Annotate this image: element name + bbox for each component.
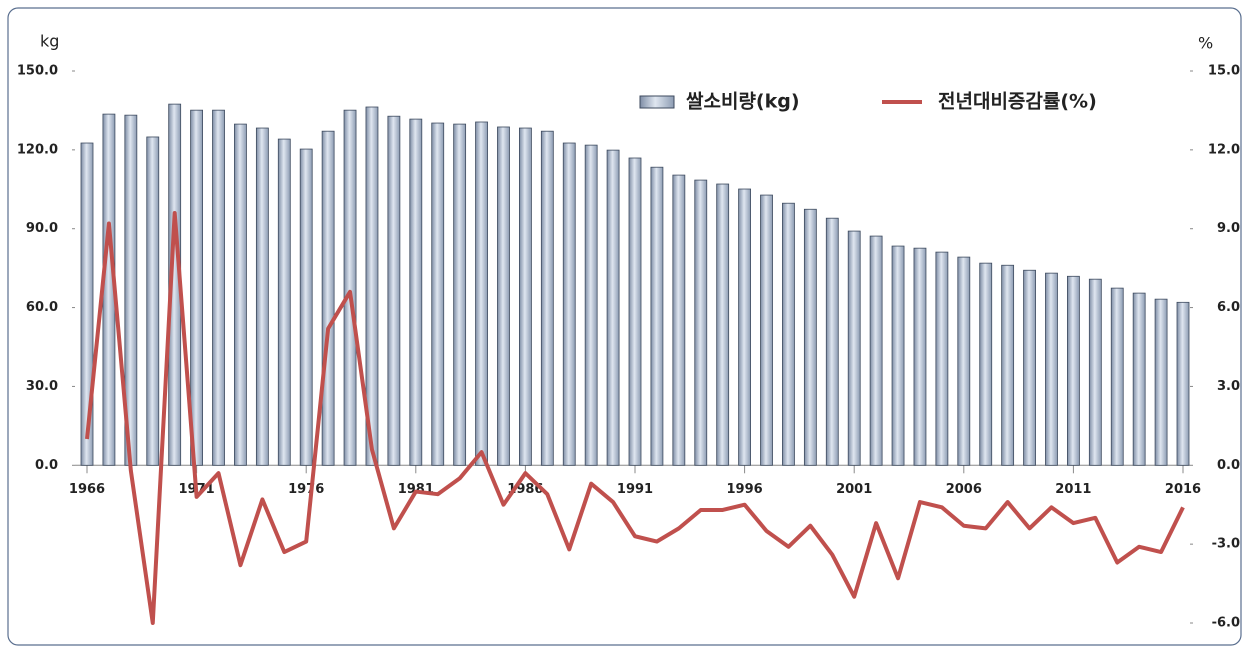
y2-tick-label: -6.0 (1212, 616, 1240, 631)
bar (628, 157, 642, 466)
y2-tick-label: 12.0 (1208, 142, 1240, 157)
y2-tick-label: -3.0 (1212, 537, 1240, 552)
bar (1001, 264, 1015, 466)
bar (409, 118, 423, 466)
legend-label: 쌀소비량(kg) (686, 91, 800, 113)
bar (847, 230, 861, 466)
bar (190, 109, 204, 466)
bar (738, 188, 751, 466)
legend-label: 전년대비증감률(%) (938, 91, 1097, 113)
bar (913, 247, 927, 466)
y2-tick-label: 6.0 (1217, 300, 1240, 315)
bar (1110, 287, 1124, 466)
bar (212, 109, 225, 466)
bar (299, 148, 313, 466)
bar (321, 130, 335, 466)
bar (234, 123, 247, 466)
x-tick-label: 2001 (836, 482, 872, 497)
bar (1088, 278, 1102, 466)
bar (650, 166, 664, 466)
bar (519, 127, 532, 466)
bar (891, 245, 905, 466)
bar (979, 262, 993, 466)
bar (935, 251, 949, 466)
bar (255, 127, 269, 466)
bar (475, 121, 488, 466)
bar (497, 126, 510, 466)
x-tick-label: 1976 (288, 482, 324, 497)
bar (782, 202, 795, 466)
bar (1132, 292, 1146, 466)
bar (80, 142, 94, 466)
bar (1176, 301, 1190, 466)
bar (606, 149, 620, 466)
bar (584, 144, 598, 466)
bar (825, 217, 839, 466)
bar (387, 115, 401, 466)
y2-axis-title: % (1198, 34, 1213, 53)
bar (453, 123, 467, 466)
x-tick-label: 2011 (1055, 482, 1091, 497)
legend-swatch (639, 95, 675, 109)
x-tick-label: 1996 (727, 482, 763, 497)
bar (672, 174, 686, 466)
bar (540, 130, 554, 466)
bar (957, 256, 971, 466)
bar (694, 179, 708, 466)
y-tick-label: 60.0 (26, 300, 58, 315)
bar (365, 106, 379, 466)
y-tick-label: 120.0 (17, 142, 58, 157)
x-tick-label: 2016 (1165, 482, 1201, 497)
bar (343, 109, 357, 466)
y2-tick-label: 0.0 (1217, 458, 1240, 473)
line (85, 210, 1185, 625)
bar (146, 136, 160, 466)
y2-tick-label: 3.0 (1217, 379, 1240, 394)
y-tick-label: 90.0 (26, 221, 58, 236)
bar (431, 122, 445, 466)
bar (869, 235, 883, 466)
bar (562, 142, 576, 466)
y-axis-title: kg (40, 32, 59, 51)
bar (716, 183, 730, 466)
y2-tick-label: 9.0 (1217, 221, 1240, 236)
bar (1023, 269, 1036, 466)
x-tick-label: 2006 (946, 482, 982, 497)
x-tick-label: 1991 (617, 482, 653, 497)
y-tick-label: 30.0 (26, 379, 58, 394)
y2-tick-label: 15.0 (1208, 64, 1240, 79)
bar (1045, 272, 1058, 466)
x-tick-label: 1966 (69, 482, 105, 497)
bar (1154, 298, 1168, 466)
y-tick-label: 0.0 (35, 458, 58, 473)
bar (1067, 275, 1080, 466)
bar (277, 138, 291, 466)
bar (760, 194, 773, 466)
y-tick-label: 150.0 (17, 64, 58, 79)
bar (803, 208, 817, 466)
